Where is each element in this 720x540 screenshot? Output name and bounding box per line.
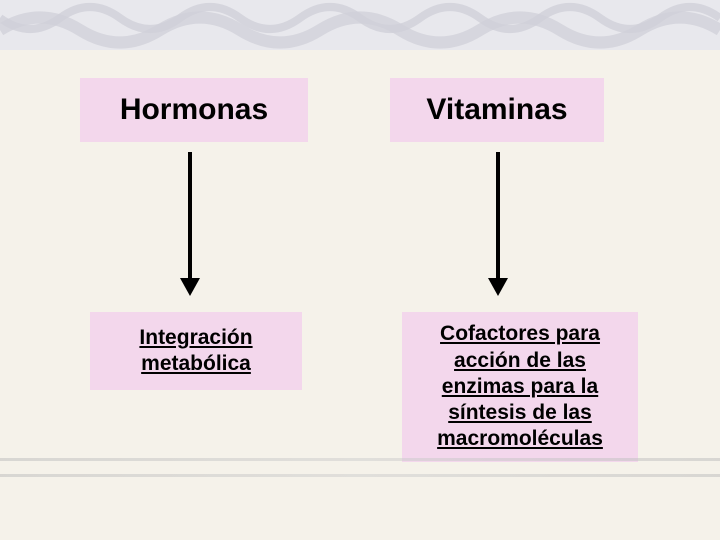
swirl-decoration [0,0,720,50]
torn-line [0,458,720,461]
label-vitaminas: Vitaminas [426,93,567,127]
box-vitaminas: Vitaminas [390,78,604,142]
cofactores-line3: enzimas para la [442,374,598,400]
label-hormonas: Hormonas [120,93,268,127]
cofactores-line2: acción de las [454,348,586,374]
box-cofactores: Cofactores para acción de las enzimas pa… [402,312,638,462]
top-decorative-band [0,0,720,50]
arrow-right [496,152,500,280]
arrowhead-icon [180,278,200,296]
cofactores-line1: Cofactores para [440,321,600,347]
torn-line [0,474,720,477]
arrow-left [188,152,192,280]
arrowhead-icon [488,278,508,296]
integracion-line2: metabólica [141,351,251,377]
integracion-line1: Integración [139,325,252,351]
cofactores-line4: síntesis de las [448,400,592,426]
cofactores-line5: macromoléculas [437,426,603,452]
box-integracion: Integración metabólica [90,312,302,390]
box-hormonas: Hormonas [80,78,308,142]
